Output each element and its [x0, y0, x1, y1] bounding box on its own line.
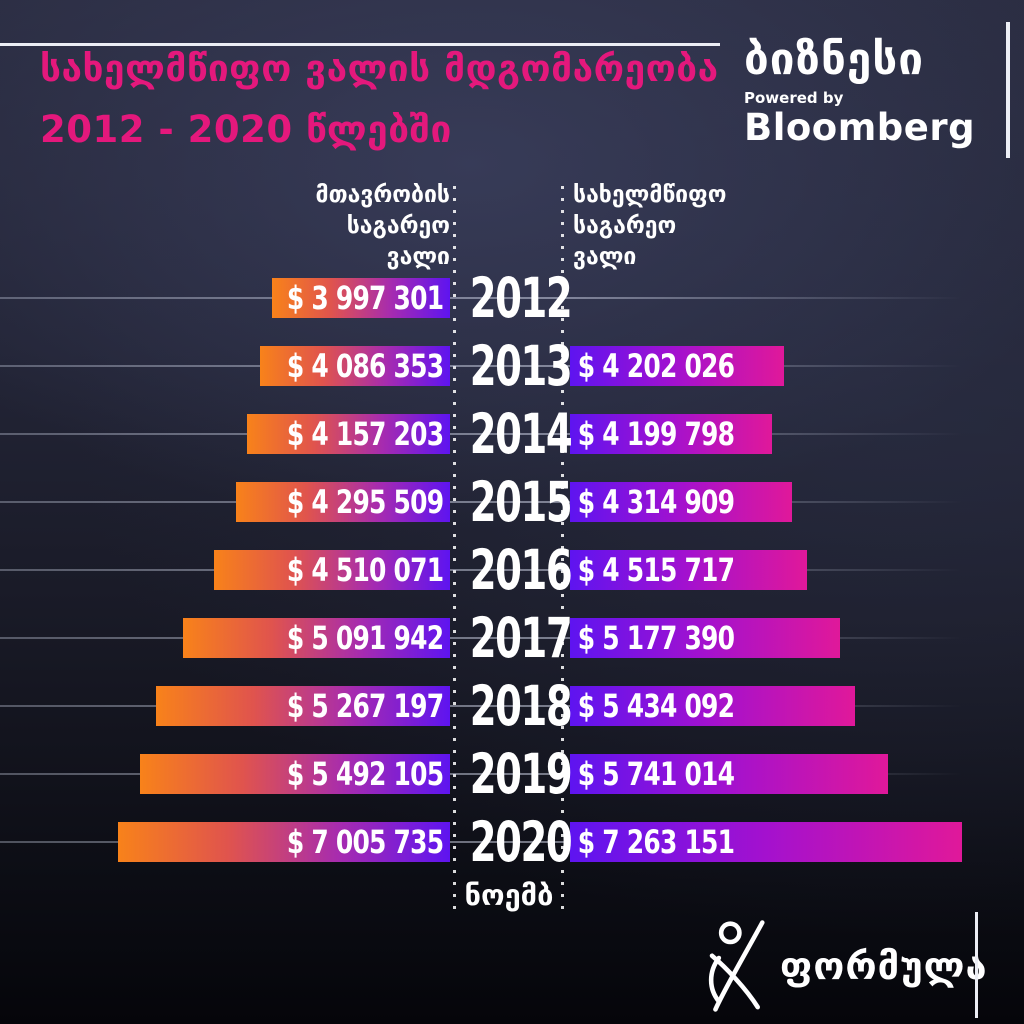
left-bar: $ 4 510 071	[214, 550, 450, 590]
row-guide-line	[0, 297, 1002, 299]
right-header-line: ვალი	[573, 244, 637, 270]
chart-row: $ 7 005 735 $ 7 263 151 2020	[0, 815, 1024, 870]
left-bar-value: $ 4 510 071	[287, 551, 444, 589]
chart-row: $ 3 997 301 2012	[0, 271, 1024, 326]
year-label: 2012	[448, 266, 573, 330]
left-bar: $ 4 086 353	[260, 346, 450, 386]
powered-by-label: Powered by	[744, 89, 844, 107]
row-guide-line	[0, 365, 1002, 367]
year-label: 2013	[448, 334, 573, 398]
left-header-line: საგარეო	[346, 213, 450, 239]
left-bar: $ 5 492 105	[140, 754, 450, 794]
right-column-header: სახელმწიფო საგარეო ვალი	[573, 180, 726, 273]
right-bar: $ 4 314 909	[570, 482, 792, 522]
left-bar: $ 3 997 301	[272, 278, 450, 318]
chart-row: $ 4 086 353 $ 4 202 026 2013	[0, 339, 1024, 394]
footnote-label: ნოემბ	[464, 878, 554, 912]
year-label: 2014	[448, 402, 573, 466]
right-bar-value: $ 5 741 014	[577, 755, 735, 793]
left-bar-value: $ 4 157 203	[287, 415, 444, 453]
right-bar-value: $ 4 202 026	[577, 347, 735, 385]
year-label: 2020	[448, 810, 573, 874]
left-bar-value: $ 4 295 509	[287, 483, 444, 521]
left-bar: $ 4 295 509	[236, 482, 450, 522]
chart-row: $ 5 091 942 $ 5 177 390 2017	[0, 611, 1024, 666]
year-label: 2015	[448, 470, 573, 534]
year-label: 2016	[448, 538, 573, 602]
left-bar: $ 5 267 197	[156, 686, 450, 726]
row-guide-line	[0, 637, 1002, 639]
left-bar: $ 5 091 942	[183, 618, 450, 658]
chart-row: $ 5 492 105 $ 5 741 014 2019	[0, 747, 1024, 802]
left-bar-value: $ 5 091 942	[287, 619, 444, 657]
year-label-text: 2016	[469, 538, 573, 602]
footer-divider-rule	[975, 912, 978, 1018]
year-label-text: 2018	[469, 674, 573, 738]
bloomberg-logo-text: Bloomberg	[744, 106, 976, 149]
year-label-text: 2012	[469, 266, 573, 330]
right-bar: $ 5 741 014	[570, 754, 888, 794]
year-label-text: 2020	[469, 810, 573, 874]
left-bar-value: $ 7 005 735	[287, 823, 444, 861]
row-guide-line	[0, 841, 1002, 843]
row-guide-line	[0, 569, 1002, 571]
header-rule	[0, 43, 720, 46]
business-logo-text: ბიზნესი	[744, 34, 925, 85]
formula-logo-text: ფორმულა	[780, 944, 988, 988]
left-bar-value: $ 5 267 197	[287, 687, 444, 725]
year-label-text: 2014	[469, 402, 573, 466]
right-bar-value: $ 4 199 798	[577, 415, 735, 453]
left-bar-value: $ 5 492 105	[287, 755, 444, 793]
right-bar: $ 4 515 717	[570, 550, 807, 590]
right-bar: $ 4 202 026	[570, 346, 784, 386]
right-bar: $ 5 177 390	[570, 618, 840, 658]
left-bar-value: $ 3 997 301	[287, 279, 444, 317]
right-bar-value: $ 5 434 092	[577, 687, 735, 725]
chart-row: $ 4 157 203 $ 4 199 798 2014	[0, 407, 1024, 462]
left-bar-value: $ 4 086 353	[287, 347, 444, 385]
right-bar: $ 7 263 151	[570, 822, 962, 862]
year-label: 2019	[448, 742, 573, 806]
year-label: 2018	[448, 674, 573, 738]
year-label-text: 2017	[469, 606, 573, 670]
row-guide-line	[0, 705, 1002, 707]
right-bar-value: $ 7 263 151	[577, 823, 735, 861]
year-label-text: 2013	[469, 334, 573, 398]
page-title: სახელმწიფო ვალის მდგომარეობა 2012 - 2020…	[40, 38, 720, 160]
row-guide-line	[0, 773, 1002, 775]
logo-divider-rule	[1006, 22, 1010, 158]
right-bar-value: $ 5 177 390	[577, 619, 735, 657]
page-title-line2: 2012 - 2020 წლებში	[40, 108, 452, 151]
chart-row: $ 5 267 197 $ 5 434 092 2018	[0, 679, 1024, 734]
right-bar-value: $ 4 314 909	[577, 483, 735, 521]
right-bar-value: $ 4 515 717	[577, 551, 735, 589]
left-column-header: მთავრობის საგარეო ვალი	[316, 180, 451, 273]
left-header-line: ვალი	[386, 244, 450, 270]
right-header-line: სახელმწიფო	[573, 182, 727, 208]
left-bar: $ 4 157 203	[247, 414, 450, 454]
year-label: 2017	[448, 606, 573, 670]
business-bloomberg-logo: ბიზნესი Powered by Bloomberg	[744, 34, 1006, 149]
year-label-text: 2015	[469, 470, 573, 534]
formula-logo: ფორმულა	[694, 918, 988, 1014]
year-label-text: 2019	[469, 742, 573, 806]
row-guide-line	[0, 433, 1002, 435]
right-bar: $ 4 199 798	[570, 414, 772, 454]
chart-row: $ 4 510 071 $ 4 515 717 2016	[0, 543, 1024, 598]
left-bar: $ 7 005 735	[118, 822, 450, 862]
right-bar: $ 5 434 092	[570, 686, 855, 726]
right-header-line: საგარეო	[573, 213, 677, 239]
center-axis-dotted-line-right	[561, 186, 564, 912]
left-header-line: მთავრობის	[315, 182, 451, 208]
row-guide-line	[0, 501, 1002, 503]
formula-person-icon	[708, 920, 765, 1012]
page-title-line1: სახელმწიფო ვალის მდგომარეობა	[40, 47, 719, 90]
center-axis-dotted-line-left	[453, 186, 456, 912]
chart-row: $ 4 295 509 $ 4 314 909 2015	[0, 475, 1024, 530]
